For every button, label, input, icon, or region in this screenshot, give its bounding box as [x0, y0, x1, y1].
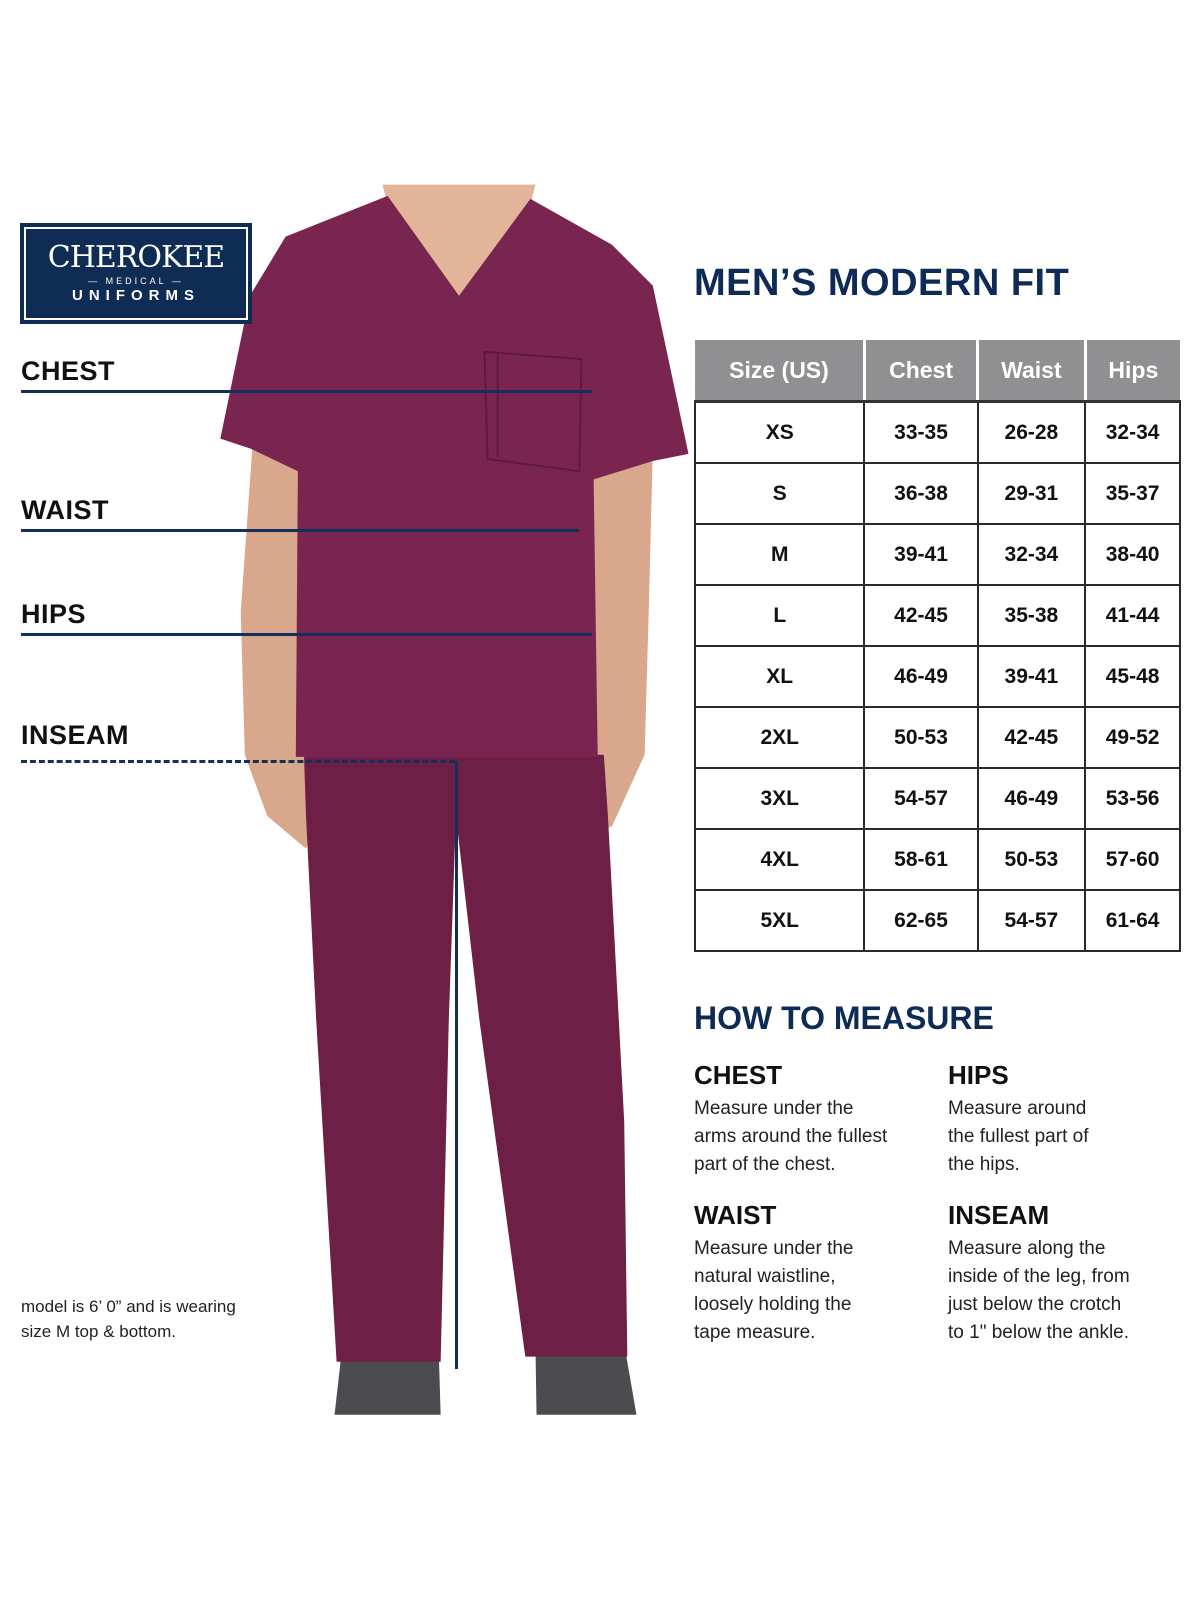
size-cell: 4XL	[693, 828, 866, 891]
footnote-line: size M top & bottom.	[21, 1322, 176, 1341]
col-hips: Hips	[1083, 340, 1180, 403]
waist-label: WAIST	[21, 495, 109, 525]
measure-text: Measure along the inside of the leg, fro…	[948, 1238, 1130, 1343]
inseam-dashed-line	[21, 760, 455, 763]
left-shoe	[334, 1346, 441, 1415]
table-row: 4XL 58-61 50-53 57-60	[693, 828, 1181, 891]
waist-cell: 54-57	[976, 889, 1087, 952]
chest-cell: 54-57	[863, 767, 979, 830]
hips-label: HIPS	[21, 599, 87, 629]
table-row: 2XL 50-53 42-45 49-52	[693, 706, 1181, 769]
chest-cell: 62-65	[863, 889, 979, 952]
hips-cell: 57-60	[1084, 828, 1181, 891]
inseam-vertical-line	[455, 761, 458, 1369]
waist-cell: 32-34	[976, 523, 1087, 586]
chest-cell: 33-35	[863, 400, 979, 464]
chest-cell: 36-38	[863, 462, 979, 525]
inseam-label: INSEAM	[21, 720, 130, 750]
waist-cell: 42-45	[976, 706, 1087, 769]
chest-label: CHEST	[21, 356, 116, 386]
page-title: MEN’S MODERN FIT	[694, 262, 1070, 304]
col-size: Size (US)	[695, 340, 865, 403]
chest-line	[21, 390, 592, 393]
measure-inseam: INSEAM Measure along the inside of the l…	[948, 1200, 1130, 1347]
pants	[303, 754, 628, 1362]
measure-waist: WAIST Measure under the natural waistlin…	[694, 1200, 854, 1347]
measure-text: Measure under the arms around the fulles…	[694, 1098, 888, 1175]
right-arm	[581, 448, 653, 839]
measure-chest: CHEST Measure under the arms around the …	[694, 1060, 887, 1179]
chest-cell: 42-45	[863, 584, 979, 647]
chest-cell: 58-61	[863, 828, 979, 891]
chest-cell: 50-53	[863, 706, 979, 769]
how-to-title: HOW TO MEASURE	[694, 1000, 994, 1036]
table-header-row: Size (US) Chest Waist Hips	[695, 340, 1180, 403]
right-shoe	[535, 1344, 637, 1415]
measure-heading: INSEAM	[948, 1200, 1050, 1230]
model-footnote: model is 6’ 0” and is wearing size M top…	[21, 1294, 236, 1344]
waist-cell: 50-53	[976, 828, 1087, 891]
hips-cell: 53-56	[1084, 767, 1181, 830]
hips-line	[21, 633, 592, 636]
table-row: 5XL 62-65 54-57 61-64	[693, 889, 1181, 952]
hips-cell: 41-44	[1084, 584, 1181, 647]
hips-cell: 61-64	[1084, 889, 1181, 952]
size-cell: XS	[693, 400, 866, 464]
neck	[382, 184, 536, 296]
footnote-line: model is 6’ 0” and is wearing	[21, 1297, 236, 1316]
table-row: M 39-41 32-34 38-40	[693, 523, 1181, 586]
waist-cell: 46-49	[976, 767, 1087, 830]
hips-cell: 35-37	[1084, 462, 1181, 525]
measure-text: Measure around the fullest part of the h…	[948, 1098, 1089, 1175]
measure-hips: HIPS Measure around the fullest part of …	[948, 1060, 1088, 1179]
measure-text: Measure under the natural waistline, loo…	[694, 1238, 854, 1343]
chest-cell: 39-41	[863, 523, 979, 586]
waist-line	[21, 529, 579, 532]
table-row: 3XL 54-57 46-49 53-56	[693, 767, 1181, 830]
size-cell: M	[693, 523, 866, 586]
cherokee-logo: CHEROKEE — MEDICAL — UNIFORMS	[20, 223, 252, 324]
table-row: S 36-38 29-31 35-37	[693, 462, 1181, 525]
size-cell: S	[693, 462, 866, 525]
size-cell: 2XL	[693, 706, 866, 769]
shirt-pocket	[483, 350, 583, 473]
shirt	[220, 195, 689, 757]
size-cell: XL	[693, 645, 866, 708]
col-waist: Waist	[976, 340, 1086, 403]
size-table: Size (US) Chest Waist Hips XS 33-35 26-28 3…	[693, 340, 1181, 952]
size-cell: 3XL	[693, 767, 866, 830]
hips-cell: 38-40	[1084, 523, 1181, 586]
measure-heading: CHEST	[694, 1060, 783, 1090]
measure-heading: HIPS	[948, 1060, 1009, 1090]
chest-cell: 46-49	[863, 645, 979, 708]
waist-cell: 35-38	[976, 584, 1087, 647]
table-row: XL 46-49 39-41 45-48	[693, 645, 1181, 708]
hips-cell: 45-48	[1084, 645, 1181, 708]
logo-line: UNIFORMS	[72, 287, 200, 304]
hips-cell: 32-34	[1084, 400, 1181, 464]
measure-heading: WAIST	[694, 1200, 777, 1230]
logo-sub: — MEDICAL —	[88, 276, 184, 286]
waist-cell: 39-41	[976, 645, 1087, 708]
table-row: XS 33-35 26-28 32-34	[693, 400, 1181, 464]
hips-cell: 49-52	[1084, 706, 1181, 769]
size-cell: 5XL	[693, 889, 866, 952]
waist-cell: 26-28	[976, 400, 1087, 464]
logo-brand: CHEROKEE	[47, 240, 225, 275]
table-row: L 42-45 35-38 41-44	[693, 584, 1181, 647]
col-chest: Chest	[862, 340, 978, 403]
size-cell: L	[693, 584, 866, 647]
waist-cell: 29-31	[976, 462, 1087, 525]
